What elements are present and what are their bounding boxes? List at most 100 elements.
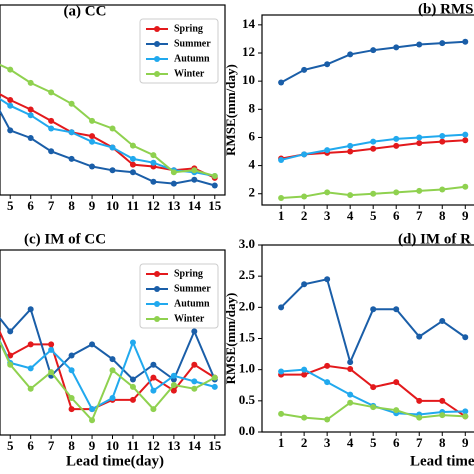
x-tick-label: 5 bbox=[7, 198, 14, 213]
point bbox=[324, 61, 331, 68]
point bbox=[68, 129, 75, 136]
point bbox=[68, 352, 75, 359]
point bbox=[7, 361, 14, 368]
point bbox=[416, 333, 423, 340]
point bbox=[7, 97, 14, 103]
x-tick-label: 3 bbox=[324, 435, 331, 450]
x-tick-label: 12 bbox=[147, 198, 160, 213]
point bbox=[170, 372, 177, 379]
panel-title: (b) RMS bbox=[418, 1, 473, 17]
point bbox=[439, 186, 446, 193]
y-tick-label: 6 bbox=[249, 128, 256, 143]
x-tick-label: 7 bbox=[48, 438, 55, 453]
point bbox=[278, 194, 285, 201]
x-tick-label: 3 bbox=[324, 208, 331, 223]
point bbox=[301, 281, 308, 288]
x-tick-label: 6 bbox=[393, 208, 400, 223]
point bbox=[393, 44, 400, 51]
legend-marker bbox=[154, 301, 160, 307]
series-group bbox=[0, 63, 218, 189]
point bbox=[129, 161, 136, 168]
x-tick-label: 15 bbox=[208, 438, 222, 453]
point bbox=[191, 328, 198, 335]
y-tick-label: 4 bbox=[249, 157, 256, 172]
point bbox=[109, 395, 116, 401]
legend-label: Spring bbox=[174, 23, 203, 34]
x-tick-label: 6 bbox=[27, 438, 34, 453]
y-tick-label: 2.5 bbox=[239, 267, 256, 282]
point bbox=[301, 66, 308, 73]
point bbox=[150, 159, 157, 166]
point bbox=[439, 318, 446, 325]
legend-marker bbox=[154, 26, 160, 32]
x-tick-label: 5 bbox=[370, 208, 377, 223]
point bbox=[347, 399, 354, 406]
series-group bbox=[278, 38, 469, 201]
legend-label: Summer bbox=[174, 38, 211, 49]
x-tick-label: 7 bbox=[416, 208, 423, 223]
x-tick-label: 15 bbox=[208, 198, 222, 213]
point bbox=[7, 102, 14, 109]
point bbox=[211, 383, 218, 390]
point bbox=[324, 416, 331, 423]
point bbox=[393, 135, 400, 142]
point bbox=[89, 163, 96, 170]
point bbox=[150, 374, 157, 381]
point bbox=[89, 138, 96, 145]
point bbox=[416, 397, 423, 404]
point bbox=[89, 417, 96, 424]
point bbox=[439, 138, 446, 145]
point bbox=[324, 147, 331, 154]
point bbox=[150, 361, 157, 368]
panel-title: (a) CC bbox=[64, 3, 107, 19]
series-line bbox=[0, 339, 216, 411]
point bbox=[211, 374, 218, 381]
point bbox=[48, 125, 55, 132]
legend-marker bbox=[154, 41, 160, 47]
point bbox=[27, 385, 34, 392]
x-tick-label: 4 bbox=[347, 208, 354, 223]
point bbox=[129, 169, 136, 176]
point bbox=[393, 379, 400, 386]
point bbox=[416, 414, 423, 421]
point bbox=[109, 125, 116, 132]
point bbox=[462, 334, 469, 341]
x-tick-label: 11 bbox=[127, 198, 139, 213]
point bbox=[462, 408, 469, 415]
point bbox=[191, 385, 198, 392]
legend-marker bbox=[154, 286, 160, 292]
series-line bbox=[0, 97, 215, 177]
point bbox=[439, 397, 446, 404]
point bbox=[48, 346, 55, 353]
point bbox=[347, 142, 354, 149]
legend-label: Autumn bbox=[174, 298, 210, 309]
point bbox=[48, 341, 55, 348]
y-tick-label: 2 bbox=[249, 185, 256, 200]
point bbox=[301, 193, 308, 200]
x-tick-label: 1 bbox=[278, 435, 285, 450]
legend-box bbox=[139, 18, 219, 84]
point bbox=[68, 100, 75, 107]
x-tick-label: 7 bbox=[416, 435, 423, 450]
x-tick-label: 14 bbox=[188, 198, 202, 213]
legend-marker bbox=[154, 71, 160, 77]
point bbox=[370, 404, 377, 411]
x-axis-label: Lead time(day) bbox=[66, 453, 164, 469]
x-tick-label: 9 bbox=[89, 198, 96, 213]
legend-marker bbox=[154, 56, 160, 62]
legend-label: Autumn bbox=[174, 53, 210, 64]
point bbox=[278, 156, 285, 163]
point bbox=[439, 412, 446, 419]
point bbox=[416, 187, 423, 194]
point bbox=[129, 142, 136, 149]
point bbox=[48, 369, 55, 376]
point bbox=[462, 137, 469, 144]
x-tick-label: 6 bbox=[27, 198, 34, 213]
legend-marker bbox=[154, 316, 160, 322]
series-line bbox=[0, 340, 216, 423]
point bbox=[347, 391, 354, 398]
point bbox=[301, 414, 308, 421]
legend-box bbox=[139, 263, 219, 329]
x-tick-label: 4 bbox=[347, 435, 354, 450]
